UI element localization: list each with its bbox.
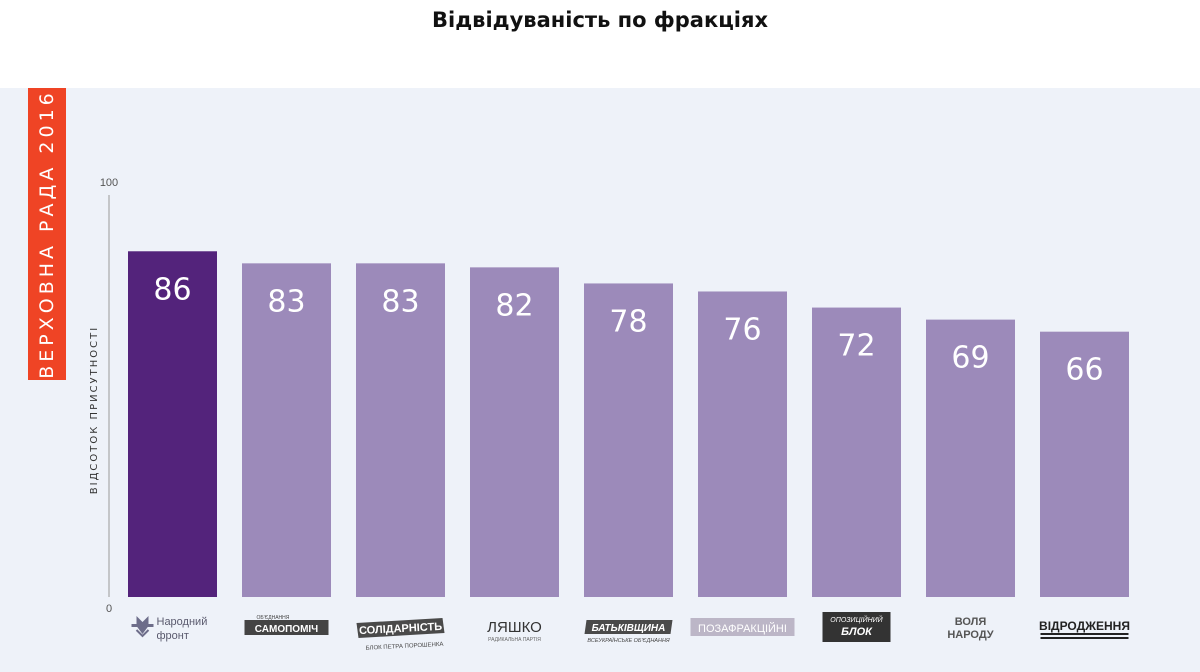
bar xyxy=(584,283,673,597)
y-axis: 100 0 Відсоток присутності xyxy=(89,177,118,615)
logo-line: фронт xyxy=(157,630,189,642)
logo-samopomich: ОБ'ЄДНАННЯ САМОПОМІЧ xyxy=(244,615,329,635)
bar-value-label: 76 xyxy=(723,312,761,347)
logo-line: Народний xyxy=(157,616,208,628)
logo-batkivshchyna: БАТЬКІВЩИНА ВСЕУКРАЇНСЬКЕ ОБ'ЄДНАННЯ xyxy=(584,620,673,644)
side-banner: Верховна Рада 2016 xyxy=(28,88,66,380)
page-title: Відвідуваність по фракціях xyxy=(431,8,768,32)
logo-underline xyxy=(1040,637,1129,639)
bar-value-label: 69 xyxy=(951,341,989,376)
logo-narodnyi-front: Народний фронт xyxy=(131,616,208,642)
logo-sub-text: ВСЕУКРАЇНСЬКЕ ОБ'ЄДНАННЯ xyxy=(587,637,670,644)
logo-sub-text: БЛОК ПЕТРА ПОРОШЕНКА xyxy=(366,642,444,652)
bar-value-label: 66 xyxy=(1065,353,1103,388)
logo-main-text: ЛЯШКО xyxy=(487,619,542,636)
logo-pozafraktsiini: ПОЗАФРАКЦІЙНІ xyxy=(690,618,795,636)
party-logos: Народний фронт ОБ'ЄДНАННЯ САМОПОМІЧ СОЛІДАРН… xyxy=(131,612,1130,652)
logo-line: ВОЛЯ xyxy=(955,616,987,628)
logo-underline xyxy=(1040,633,1129,635)
bar-value-label: 72 xyxy=(837,329,875,364)
logo-main-text: ПОЗАФРАКЦІЙНІ xyxy=(698,622,787,635)
logo-main-text: ВІДРОДЖЕННЯ xyxy=(1039,619,1130,633)
bar xyxy=(926,319,1015,597)
bars: 86 83 83 82 78 76 72 69 66 xyxy=(128,251,1129,597)
bar-value-label: 83 xyxy=(267,284,305,319)
bar xyxy=(1040,331,1129,597)
y-axis-label: Відсоток присутності xyxy=(89,326,100,494)
logo-sub-text: РАДИКАЛЬНА ПАРТІЯ xyxy=(488,637,541,643)
y-tick-label: 100 xyxy=(100,177,118,189)
logo-main-text: СОЛІДАРНІСТЬ xyxy=(359,621,443,637)
logo-main-text: БЛОК xyxy=(841,626,873,638)
logo-main-text: САМОПОМІЧ xyxy=(255,624,318,635)
bar xyxy=(128,251,217,597)
bar xyxy=(356,263,445,597)
bar-value-label: 78 xyxy=(609,304,647,339)
bar-value-label: 82 xyxy=(495,288,533,323)
logo-line: НАРОДУ xyxy=(947,629,993,641)
logo-small-text: ОПОЗИЦІЙНИЙ xyxy=(830,615,883,624)
logo-opozytsiinyi-blok: ОПОЗИЦІЙНИЙ БЛОК xyxy=(822,612,891,642)
bar xyxy=(698,291,787,597)
logo-vidrodzhennia: ВІДРОДЖЕННЯ xyxy=(1039,619,1130,639)
trident-icon xyxy=(131,616,154,638)
logo-solidarnist: СОЛІДАРНІСТЬ БЛОК ПЕТРА ПОРОШЕНКА xyxy=(356,618,445,652)
bar xyxy=(242,263,331,597)
bar xyxy=(812,307,901,597)
bar-value-label: 86 xyxy=(153,272,191,307)
bar-value-label: 83 xyxy=(381,284,419,319)
logo-small-text: ОБ'ЄДНАННЯ xyxy=(257,615,290,621)
y-tick-label: 0 xyxy=(106,603,112,615)
logo-main-text: БАТЬКІВЩИНА xyxy=(592,623,666,634)
bar xyxy=(470,267,559,597)
